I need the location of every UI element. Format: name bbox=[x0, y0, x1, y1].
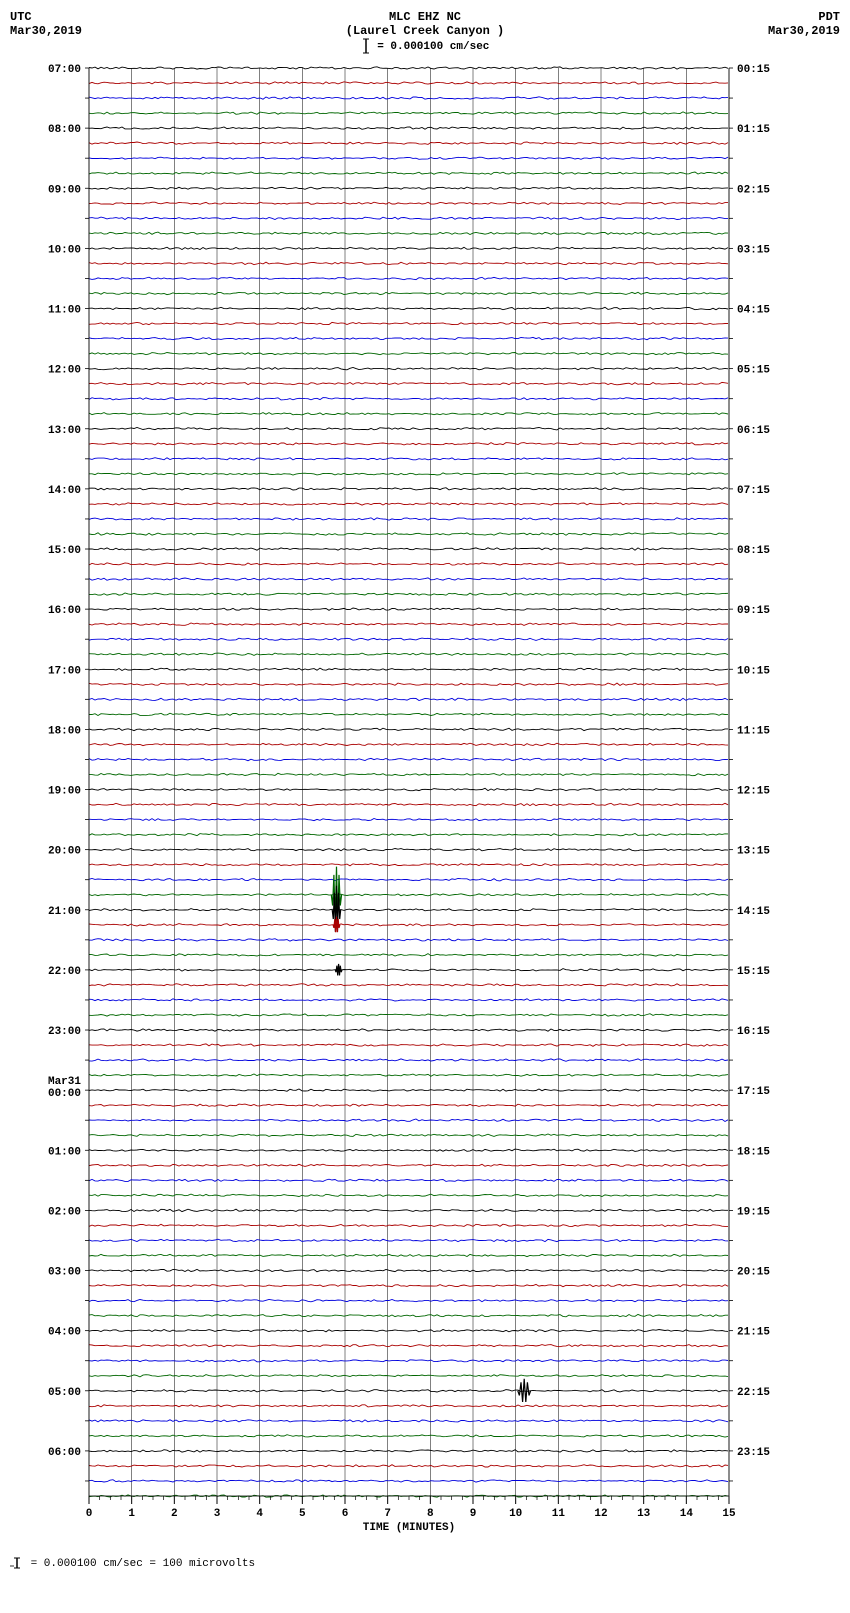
svg-text:TIME (MINUTES): TIME (MINUTES) bbox=[363, 1522, 455, 1534]
svg-text:21:00: 21:00 bbox=[48, 906, 81, 918]
svg-text:0: 0 bbox=[86, 1508, 93, 1520]
svg-text:Mar31: Mar31 bbox=[48, 1076, 81, 1088]
svg-text:08:15: 08:15 bbox=[737, 545, 770, 557]
footer-scale: = 0.000100 cm/sec = 100 microvolts bbox=[10, 1556, 840, 1570]
svg-text:10: 10 bbox=[509, 1508, 522, 1520]
svg-text:13:15: 13:15 bbox=[737, 846, 770, 858]
svg-text:22:15: 22:15 bbox=[737, 1387, 770, 1399]
svg-text:6: 6 bbox=[342, 1508, 349, 1520]
svg-text:08:00: 08:00 bbox=[48, 124, 81, 136]
svg-text:15: 15 bbox=[722, 1508, 736, 1520]
svg-text:00:15: 00:15 bbox=[737, 64, 770, 76]
svg-text:02:00: 02:00 bbox=[48, 1206, 81, 1218]
svg-text:07:15: 07:15 bbox=[737, 485, 770, 497]
svg-text:18:00: 18:00 bbox=[48, 725, 81, 737]
svg-text:17:15: 17:15 bbox=[737, 1086, 770, 1098]
svg-text:01:15: 01:15 bbox=[737, 124, 770, 136]
svg-text:01:00: 01:00 bbox=[48, 1146, 81, 1158]
station-location: (Laurel Creek Canyon ) bbox=[110, 24, 740, 38]
svg-text:09:15: 09:15 bbox=[737, 605, 770, 617]
svg-text:14:00: 14:00 bbox=[48, 485, 81, 497]
svg-text:14:15: 14:15 bbox=[737, 906, 770, 918]
svg-text:05:15: 05:15 bbox=[737, 365, 770, 377]
svg-text:15:00: 15:00 bbox=[48, 545, 81, 557]
svg-text:19:00: 19:00 bbox=[48, 786, 81, 798]
svg-text:04:15: 04:15 bbox=[737, 305, 770, 317]
svg-text:13: 13 bbox=[637, 1508, 651, 1520]
svg-text:12: 12 bbox=[594, 1508, 607, 1520]
scale-indicator: = 0.000100 cm/sec bbox=[110, 38, 740, 54]
svg-text:12:00: 12:00 bbox=[48, 365, 81, 377]
svg-text:09:00: 09:00 bbox=[48, 184, 81, 196]
utc-tz-label: UTC bbox=[10, 10, 110, 24]
svg-text:19:15: 19:15 bbox=[737, 1206, 770, 1218]
svg-text:05:00: 05:00 bbox=[48, 1387, 81, 1399]
svg-text:3: 3 bbox=[214, 1508, 221, 1520]
svg-text:04:00: 04:00 bbox=[48, 1327, 81, 1339]
svg-text:17:00: 17:00 bbox=[48, 665, 81, 677]
svg-text:06:15: 06:15 bbox=[737, 425, 770, 437]
svg-text:16:15: 16:15 bbox=[737, 1026, 770, 1038]
svg-text:02:15: 02:15 bbox=[737, 184, 770, 196]
footer-text: = 0.000100 cm/sec = 100 microvolts bbox=[31, 1558, 255, 1570]
svg-text:9: 9 bbox=[470, 1508, 477, 1520]
svg-text:03:15: 03:15 bbox=[737, 244, 770, 256]
svg-text:5: 5 bbox=[299, 1508, 306, 1520]
svg-text:12:15: 12:15 bbox=[737, 786, 770, 798]
svg-text:2: 2 bbox=[171, 1508, 178, 1520]
svg-text:20:00: 20:00 bbox=[48, 846, 81, 858]
svg-text:11:00: 11:00 bbox=[48, 305, 81, 317]
svg-text:16:00: 16:00 bbox=[48, 605, 81, 617]
svg-text:14: 14 bbox=[680, 1508, 694, 1520]
svg-text:11: 11 bbox=[552, 1508, 566, 1520]
svg-text:23:00: 23:00 bbox=[48, 1026, 81, 1038]
station-code: MLC EHZ NC bbox=[110, 10, 740, 24]
pdt-tz-label: PDT bbox=[740, 10, 840, 24]
seismogram-chart: 07:00 00:15 08:00 01:15 09:00 02:15 10:00 03:15… bbox=[11, 58, 839, 1548]
scale-text: = 0.000100 cm/sec bbox=[377, 41, 489, 53]
svg-text:11:15: 11:15 bbox=[737, 725, 770, 737]
svg-text:22:00: 22:00 bbox=[48, 966, 81, 978]
svg-text:8: 8 bbox=[427, 1508, 434, 1520]
svg-text:20:15: 20:15 bbox=[737, 1267, 770, 1279]
svg-text:00:00: 00:00 bbox=[48, 1088, 81, 1100]
svg-text:15:15: 15:15 bbox=[737, 966, 770, 978]
svg-text:18:15: 18:15 bbox=[737, 1146, 770, 1158]
svg-text:06:00: 06:00 bbox=[48, 1447, 81, 1459]
svg-text:07:00: 07:00 bbox=[48, 64, 81, 76]
svg-text:7: 7 bbox=[384, 1508, 391, 1520]
svg-text:10:15: 10:15 bbox=[737, 665, 770, 677]
utc-date-label: Mar30,2019 bbox=[10, 24, 110, 38]
svg-text:21:15: 21:15 bbox=[737, 1327, 770, 1339]
svg-text:23:15: 23:15 bbox=[737, 1447, 770, 1459]
svg-text:13:00: 13:00 bbox=[48, 425, 81, 437]
svg-text:1: 1 bbox=[128, 1508, 135, 1520]
svg-text:10:00: 10:00 bbox=[48, 244, 81, 256]
pdt-date-label: Mar30,2019 bbox=[740, 24, 840, 38]
svg-text:4: 4 bbox=[256, 1508, 263, 1520]
svg-text:03:00: 03:00 bbox=[48, 1267, 81, 1279]
